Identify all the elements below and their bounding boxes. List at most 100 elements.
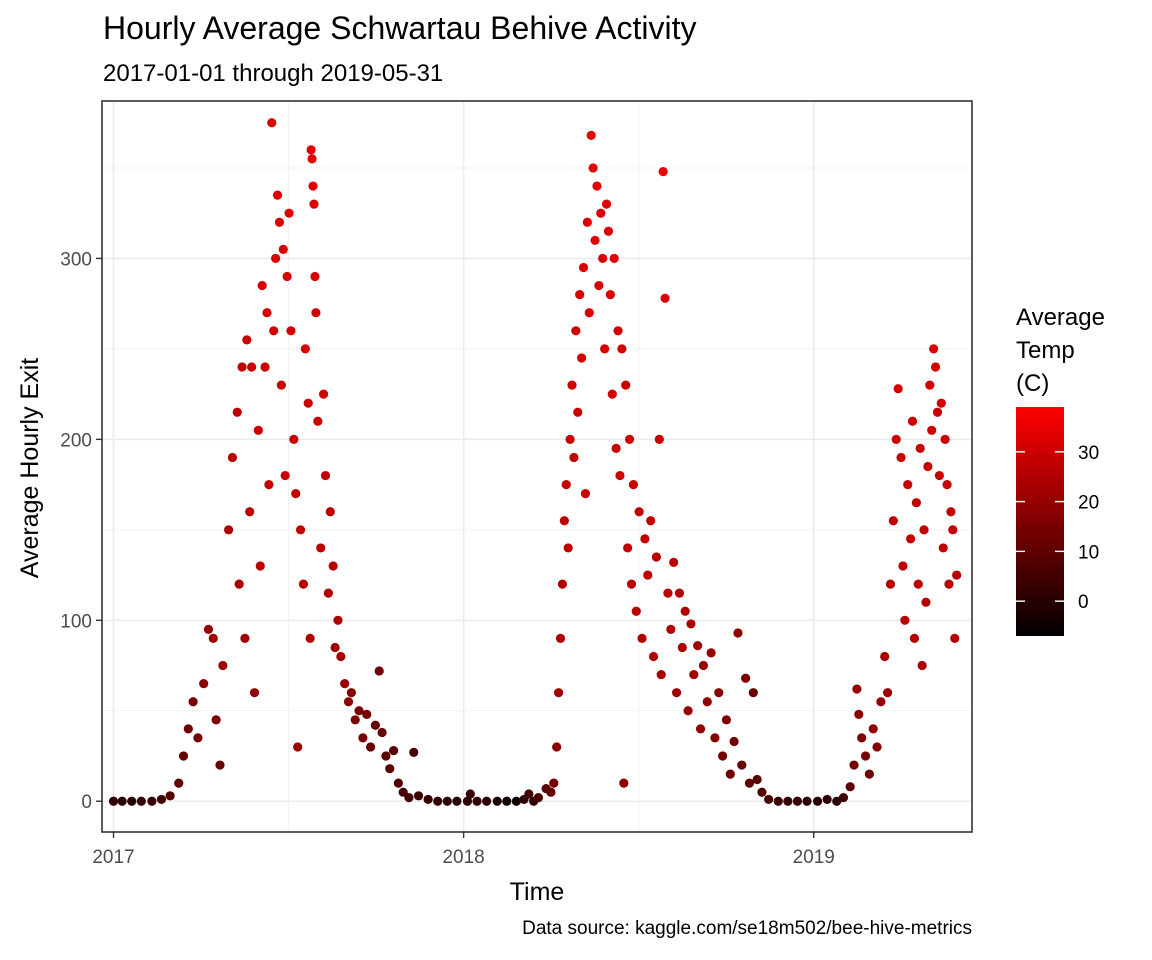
data-point — [117, 796, 127, 806]
data-point — [358, 733, 368, 743]
data-point — [255, 561, 265, 571]
data-point — [242, 335, 252, 345]
data-point — [946, 507, 956, 517]
data-point — [462, 796, 473, 806]
data-point — [592, 181, 602, 191]
data-point — [880, 651, 890, 662]
data-point — [686, 619, 696, 629]
data-point — [320, 470, 331, 481]
data-point — [549, 778, 559, 788]
data-point — [385, 764, 395, 774]
data-point — [882, 688, 893, 698]
data-point — [621, 380, 631, 390]
data-point — [725, 769, 735, 779]
data-point — [634, 507, 644, 517]
x-tick-label: 2019 — [793, 847, 835, 868]
data-point — [864, 769, 874, 779]
data-point — [654, 434, 664, 444]
data-point — [271, 253, 281, 264]
data-point — [237, 362, 247, 372]
x-axis-title: Time — [510, 878, 565, 906]
data-point — [343, 697, 354, 707]
data-point — [472, 796, 482, 806]
data-point — [907, 416, 918, 426]
data-point — [393, 778, 403, 788]
data-point — [619, 778, 629, 788]
data-point — [413, 791, 424, 801]
legend-tick-label: 10 — [1078, 542, 1099, 563]
data-point — [603, 226, 614, 236]
data-point — [628, 479, 639, 490]
data-point — [293, 742, 303, 752]
data-point — [646, 516, 656, 526]
data-point — [165, 791, 175, 801]
data-point — [306, 145, 316, 155]
data-point — [333, 615, 343, 625]
chart-title: Hourly Average Schwartau Behive Activity — [103, 10, 697, 46]
data-point — [580, 489, 591, 499]
data-point — [934, 470, 944, 481]
data-point — [929, 344, 939, 354]
data-point — [601, 199, 612, 209]
data-point — [272, 190, 283, 200]
data-point — [923, 461, 933, 472]
data-point — [741, 673, 751, 683]
data-point — [310, 271, 320, 282]
data-point — [584, 308, 594, 318]
data-point — [227, 452, 238, 463]
x-tick-label: 2017 — [92, 847, 134, 868]
data-point — [590, 235, 600, 245]
data-point — [188, 697, 198, 707]
data-point — [557, 579, 568, 589]
data-point — [559, 516, 569, 526]
data-point — [626, 579, 637, 589]
data-point — [442, 796, 452, 806]
legend-tick-label: 20 — [1078, 493, 1099, 514]
data-point — [511, 796, 521, 806]
data-point — [193, 733, 203, 743]
data-point — [257, 280, 267, 291]
data-point — [282, 271, 292, 282]
data-point — [613, 326, 623, 336]
data-point — [286, 326, 296, 336]
data-point — [295, 525, 306, 535]
legend-title-line: Temp — [1016, 337, 1075, 364]
data-point — [253, 425, 263, 435]
data-point — [936, 398, 946, 408]
data-point — [575, 290, 585, 300]
data-point — [362, 709, 372, 719]
data-point — [582, 217, 592, 227]
data-point — [845, 782, 855, 792]
data-point — [903, 479, 913, 490]
data-point — [674, 588, 685, 598]
data-point — [609, 253, 619, 264]
data-point — [852, 684, 862, 694]
data-point — [307, 154, 317, 164]
data-point — [323, 588, 333, 598]
data-point — [232, 407, 242, 417]
data-point — [913, 579, 923, 589]
data-point — [733, 628, 743, 638]
data-point — [611, 443, 621, 454]
data-point — [906, 534, 916, 544]
data-point — [752, 774, 762, 785]
data-point — [671, 688, 682, 698]
data-point — [721, 715, 732, 725]
data-point — [452, 796, 462, 806]
data-point — [938, 543, 948, 553]
data-point — [569, 452, 579, 463]
chart-subtitle: 2017-01-01 through 2019-05-31 — [103, 60, 444, 87]
data-point — [264, 479, 274, 490]
data-point — [683, 706, 693, 716]
legend-title-line: (C) — [1016, 370, 1049, 397]
data-point — [594, 280, 604, 291]
data-point — [108, 796, 119, 806]
data-point — [350, 715, 360, 725]
data-point — [316, 543, 326, 553]
data-point — [663, 588, 673, 598]
data-point — [658, 166, 668, 177]
data-point — [718, 751, 728, 761]
y-tick-label: 0 — [81, 792, 92, 813]
data-point — [872, 742, 882, 752]
data-point — [502, 796, 512, 806]
